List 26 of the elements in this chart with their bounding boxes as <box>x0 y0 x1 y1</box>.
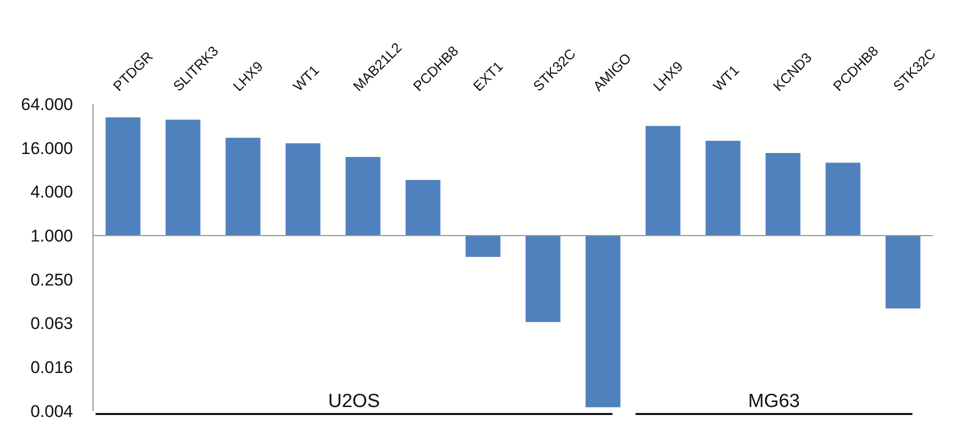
y-tick-label: 0.250 <box>30 270 73 290</box>
y-tick-label: 0.063 <box>30 314 73 334</box>
y-tick-label: 0.016 <box>30 358 73 378</box>
bar <box>106 117 140 236</box>
bar <box>886 236 920 308</box>
annotation: MG63 <box>748 391 800 412</box>
bar <box>466 236 500 257</box>
bar <box>406 180 440 236</box>
x-tick-label: WT1 <box>710 62 742 94</box>
bar <box>286 143 320 236</box>
bar <box>826 162 860 236</box>
y-tick-label: 1.000 <box>30 226 73 246</box>
y-tick-label: 16.000 <box>21 138 73 158</box>
bar <box>346 156 380 236</box>
bar <box>586 236 620 408</box>
annotation: U2OS <box>328 391 380 412</box>
y-tick-label: 4.000 <box>30 182 73 202</box>
bar <box>526 236 560 322</box>
bar <box>766 153 800 236</box>
y-tick-label: 0.004 <box>30 402 73 421</box>
bar <box>166 120 200 236</box>
bar <box>646 126 680 236</box>
bar <box>226 138 260 236</box>
y-tick-label: 64.000 <box>21 94 73 114</box>
x-tick-label: WT1 <box>290 62 322 94</box>
bar <box>706 140 740 236</box>
